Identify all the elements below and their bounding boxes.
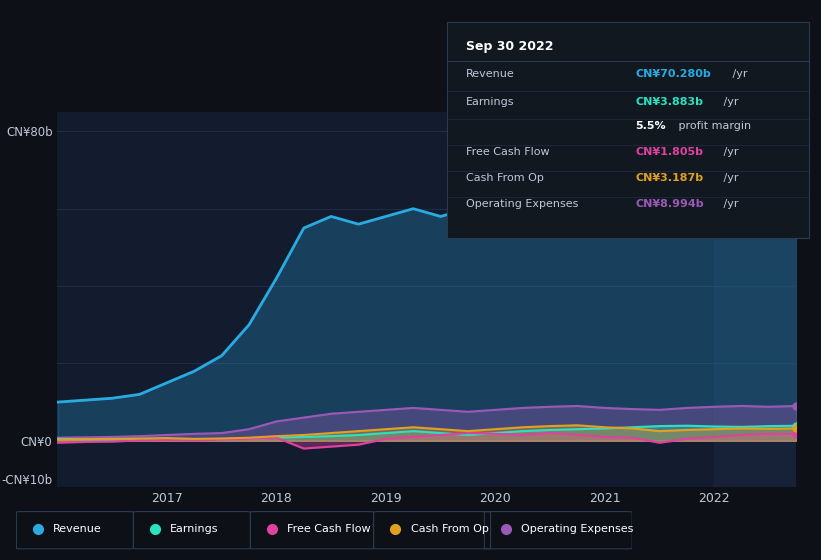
Text: /yr: /yr <box>729 69 748 79</box>
Text: Revenue: Revenue <box>53 524 102 534</box>
Text: Earnings: Earnings <box>171 524 219 534</box>
Text: /yr: /yr <box>720 172 738 183</box>
Text: CN¥3.883b: CN¥3.883b <box>635 97 704 107</box>
Text: CN¥3.187b: CN¥3.187b <box>635 172 704 183</box>
Text: Cash From Op: Cash From Op <box>410 524 488 534</box>
Bar <box>714 112 796 487</box>
Text: Operating Expenses: Operating Expenses <box>466 198 578 208</box>
Text: Operating Expenses: Operating Expenses <box>521 524 634 534</box>
Text: CN¥1.805b: CN¥1.805b <box>635 147 704 157</box>
Text: /yr: /yr <box>720 147 738 157</box>
Text: Free Cash Flow: Free Cash Flow <box>466 147 549 157</box>
Text: Free Cash Flow: Free Cash Flow <box>287 524 371 534</box>
Text: Sep 30 2022: Sep 30 2022 <box>466 40 553 53</box>
Text: /yr: /yr <box>720 198 738 208</box>
Text: CN¥70.280b: CN¥70.280b <box>635 69 711 79</box>
Text: Cash From Op: Cash From Op <box>466 172 544 183</box>
Text: /yr: /yr <box>720 97 738 107</box>
Text: CN¥8.994b: CN¥8.994b <box>635 198 704 208</box>
Text: 5.5%: 5.5% <box>635 121 666 131</box>
Text: Earnings: Earnings <box>466 97 514 107</box>
Text: profit margin: profit margin <box>675 121 751 131</box>
Text: Revenue: Revenue <box>466 69 514 79</box>
